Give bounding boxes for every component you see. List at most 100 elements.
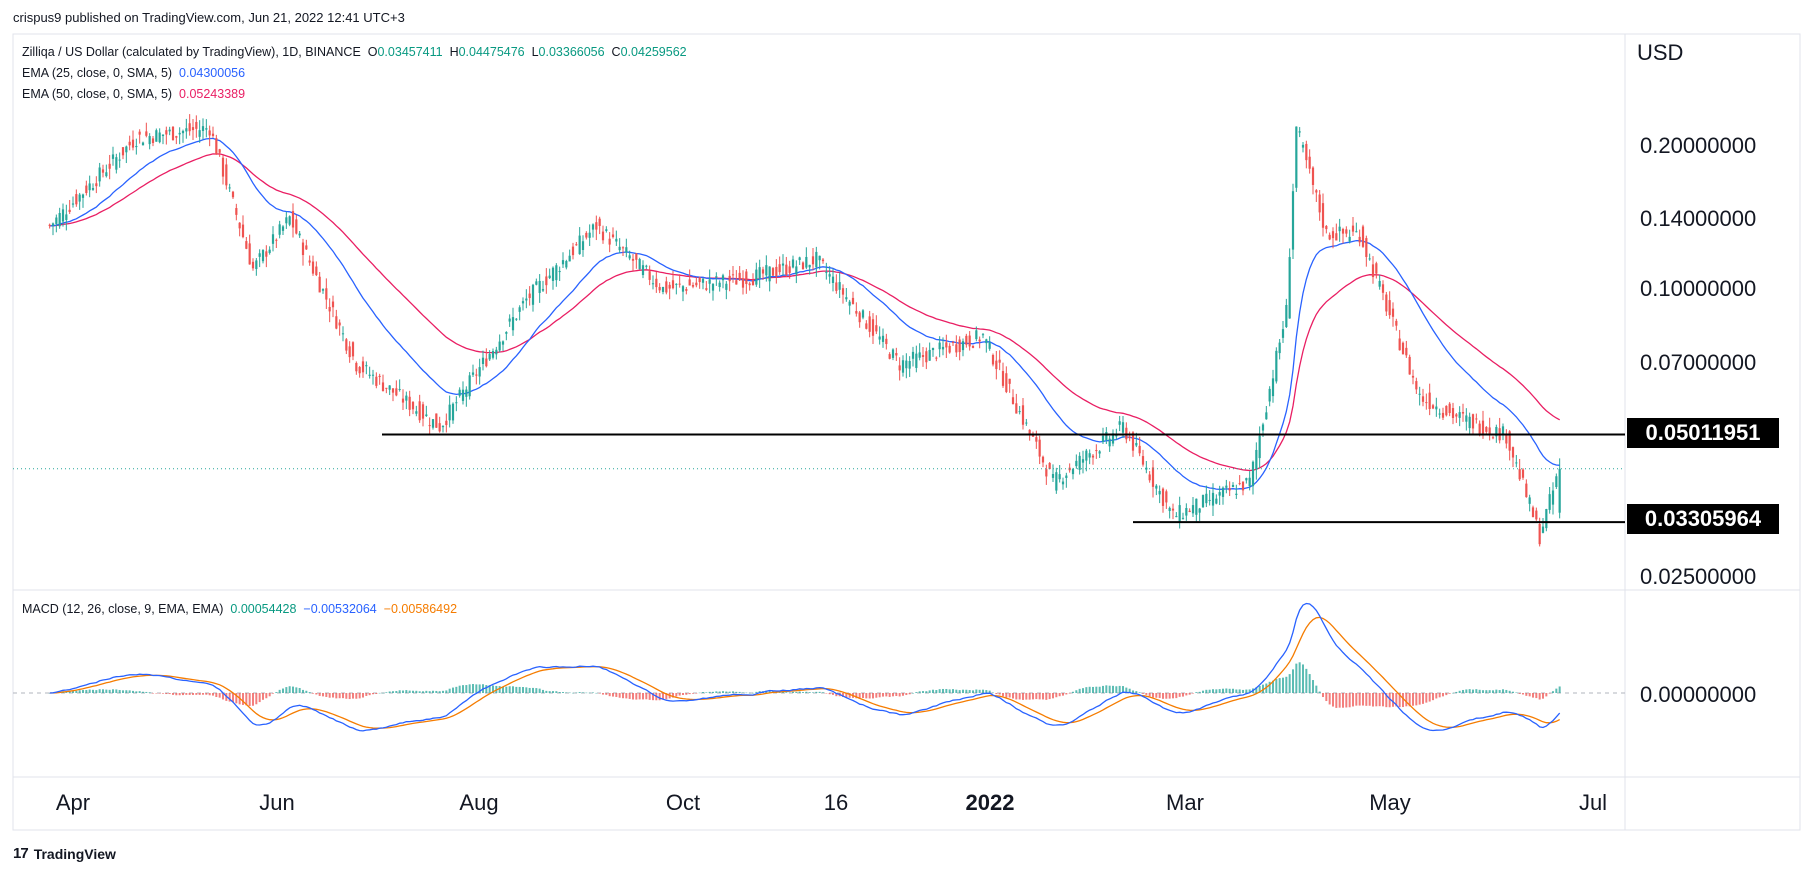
macd-hist-bar: [1245, 689, 1248, 693]
macd-hist-bar: [622, 693, 624, 699]
candle: [521, 297, 525, 311]
candle-body: [215, 138, 218, 155]
price-tick-label: 0.02500000: [1640, 564, 1757, 589]
candle-body: [1261, 424, 1265, 431]
macd-hist-bar: [642, 693, 644, 700]
candle: [171, 126, 175, 141]
candle: [778, 256, 781, 275]
footer-brand[interactable]: 17 TradingView: [13, 845, 116, 862]
candle-body: [48, 224, 51, 226]
candle: [675, 283, 678, 295]
candle-body: [1308, 156, 1311, 169]
candle: [175, 135, 178, 145]
macd-hist-bar: [588, 692, 591, 694]
macd-hist-bar: [1395, 693, 1398, 707]
candle: [888, 352, 891, 360]
macd-hist-bar: [618, 693, 621, 698]
candle-body: [295, 219, 298, 234]
macd-hist-bar: [1065, 693, 1068, 695]
candle: [925, 347, 928, 370]
macd-hist-bar: [158, 693, 161, 694]
candle: [138, 129, 141, 144]
candle-body: [1395, 320, 1398, 326]
candle: [381, 374, 385, 392]
candle-body: [1021, 405, 1025, 425]
candle-body: [645, 265, 648, 267]
candle: [935, 356, 938, 362]
candle: [455, 396, 458, 412]
candle-body: [58, 212, 61, 227]
macd-hist-bar: [338, 693, 341, 699]
candle-body: [1078, 455, 1081, 470]
candle: [941, 337, 945, 356]
candle: [1038, 435, 1041, 465]
candle-body: [1035, 437, 1038, 442]
macd-hist-bar: [1055, 693, 1058, 698]
macd-hist-bar: [1428, 693, 1431, 702]
macd-hist-bar: [168, 693, 171, 695]
candle-body: [1335, 233, 1338, 241]
candle-body: [748, 283, 751, 286]
price-tick-label: 0.20000000: [1640, 133, 1757, 158]
macd-hist-bar: [72, 690, 74, 693]
candle: [1165, 489, 1168, 509]
macd-hist-bar: [1135, 691, 1138, 693]
candle-body: [781, 263, 785, 266]
candle: [418, 394, 421, 423]
macd-hist-bar: [315, 693, 318, 695]
candle-body: [1351, 225, 1355, 232]
candle: [328, 298, 331, 323]
candle-body: [965, 335, 968, 345]
candle: [1138, 436, 1141, 457]
candle: [141, 141, 145, 146]
candle: [511, 307, 515, 336]
candle-body: [798, 257, 801, 261]
macd-hist-bar: [325, 693, 328, 697]
macd-hist-bar: [1142, 693, 1144, 694]
candle: [468, 372, 471, 400]
candle: [701, 278, 705, 290]
macd-hist-bar: [672, 693, 674, 698]
candle-body: [258, 253, 261, 257]
macd-hist-bar: [1208, 689, 1211, 693]
candle-body: [1455, 414, 1458, 417]
candle: [681, 285, 685, 302]
macd-hist-bar: [1095, 686, 1098, 693]
candle: [1101, 427, 1105, 444]
candle-body: [305, 245, 308, 250]
candle: [1285, 298, 1288, 329]
macd-hist-bar: [908, 693, 911, 695]
macd-hist-bar: [362, 693, 364, 698]
candle-body: [1165, 491, 1168, 503]
candle: [48, 223, 51, 229]
candle-body: [541, 289, 545, 291]
candle-body: [921, 355, 925, 357]
candle: [331, 295, 335, 318]
candle-body: [1538, 523, 1541, 545]
candle-body: [938, 342, 941, 350]
macd-hist-bar: [452, 687, 454, 693]
candle-body: [255, 260, 258, 270]
candle: [1391, 302, 1395, 327]
candle-body: [618, 246, 621, 251]
candle: [178, 127, 181, 145]
candle: [615, 230, 618, 246]
candle-body: [311, 261, 315, 274]
candle-body: [1148, 474, 1151, 481]
candle-body: [171, 126, 175, 141]
candle-body: [1118, 421, 1121, 425]
candle-body: [615, 238, 618, 242]
candle-body: [111, 154, 115, 159]
macd-hist-bar: [1505, 689, 1508, 693]
candle-body: [578, 235, 581, 255]
macd-hist-bar: [1495, 689, 1498, 693]
macd-hist-bar: [128, 690, 131, 693]
candle: [665, 276, 668, 295]
candle: [298, 230, 301, 238]
macd-hist-bar: [745, 692, 748, 694]
candle: [1001, 362, 1005, 388]
candle-body: [438, 423, 441, 432]
candle: [315, 261, 318, 277]
candle-body: [195, 121, 198, 129]
